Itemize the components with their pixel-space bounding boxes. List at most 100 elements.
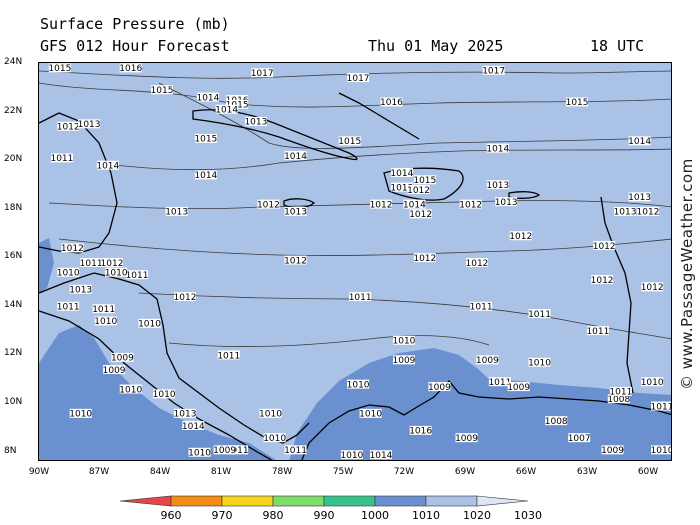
- isobar-label: 1011: [586, 326, 609, 337]
- isobar-label-text: 1012: [407, 186, 430, 196]
- isobar-label-text: 1010: [94, 317, 117, 327]
- isobar-label-text: 1014: [403, 200, 426, 210]
- isobar-label-text: 1017: [482, 67, 505, 77]
- isobar-label-text: 1015: [338, 137, 361, 147]
- lat-label-20n: 20N: [4, 154, 34, 164]
- isobar-label-text: 1012: [466, 259, 489, 269]
- isobar-label-text: 1009: [476, 356, 499, 366]
- lon-label-69w: 69W: [447, 467, 483, 477]
- lon-label-63w: 63W: [569, 467, 605, 477]
- isobar-label: 1013: [244, 117, 267, 128]
- isobar-label-text: 1012: [641, 283, 664, 293]
- isobar-label: 1014: [96, 161, 119, 172]
- lat-label-18n: 18N: [4, 203, 34, 213]
- isobar-label: 1014: [194, 170, 217, 181]
- isobar-label-text: 1010: [651, 446, 672, 456]
- isobar-1010: [169, 336, 489, 347]
- lon-label-81w: 81W: [203, 467, 239, 477]
- isobar-label-text: 1012: [459, 200, 482, 210]
- isobar-label: 1013: [614, 207, 637, 218]
- isobar-label: 1012: [591, 275, 614, 286]
- colorbar-tick-label: 990: [304, 509, 344, 522]
- isobar-label-text: 1012: [174, 293, 197, 303]
- isobar-label-text: 1014: [215, 106, 238, 116]
- isobar-label: 1010: [119, 385, 142, 396]
- isobar-label: 1011: [50, 153, 73, 164]
- isobar-label: 1010: [347, 380, 370, 391]
- isobar-label-text: 1015: [194, 135, 217, 145]
- isobar-label-text: 1009: [428, 383, 451, 393]
- isobar-label: 1012: [509, 231, 532, 242]
- isobar-label-text: 1012: [593, 242, 616, 252]
- isobar-label: 1012: [57, 122, 80, 133]
- isobar-label-text: 1010: [138, 320, 161, 330]
- isobar-label: 1016: [380, 97, 403, 108]
- lat-label-14n: 14N: [4, 300, 34, 310]
- isobar-label: 1009: [601, 445, 624, 456]
- isobar-label-text: 1010: [119, 385, 142, 395]
- isobar-label-text: 1009: [103, 366, 126, 376]
- isobar-label: 1014: [403, 200, 426, 211]
- site-watermark: © www.PassageWeather.com: [678, 158, 696, 390]
- isobar-label-text: 1010: [347, 380, 370, 390]
- isobar-label: 1017: [251, 68, 274, 79]
- lon-label-72w: 72W: [386, 467, 422, 477]
- isobar-label-text: 1011: [92, 305, 115, 315]
- colorbar-segment: [273, 496, 324, 506]
- isobar-label-text: 1013: [628, 193, 651, 203]
- isobar-label-text: 1011: [470, 303, 493, 313]
- forecast-label: GFS 012 Hour Forecast: [40, 38, 230, 55]
- isobar-label-text: 1008: [545, 417, 568, 427]
- isobar-label-text: 1010: [641, 378, 664, 388]
- isobar-label: 1015: [566, 97, 589, 108]
- isobar-label-text: 1013: [486, 181, 509, 191]
- isobar-label: 1017: [347, 73, 370, 84]
- isobar-label-text: 1010: [105, 269, 128, 279]
- isobar-label: 1010: [188, 448, 211, 459]
- isobar-label-text: 1010: [528, 359, 551, 369]
- isobar-label-text: 1009: [507, 383, 530, 393]
- isobar-label-text: 1012: [370, 200, 393, 210]
- isobar-label-text: 1011: [586, 327, 609, 337]
- forecast-time: 18 UTC: [590, 38, 644, 55]
- colorbar-tick-label: 1020: [457, 509, 497, 522]
- isobars: [39, 71, 672, 346]
- isobar-label-text: 1014: [96, 161, 119, 171]
- isobar-label: 1012: [370, 200, 393, 211]
- isobar-label-text: 1013: [244, 118, 267, 128]
- isobar-label: 1010: [105, 268, 128, 279]
- isobar-label: 1010: [69, 409, 92, 420]
- isobar-label-text: 1014: [390, 169, 413, 179]
- isobar-label-text: 1014: [370, 451, 393, 461]
- isobar-label: 1012: [637, 207, 660, 218]
- colorbar-segments: [120, 496, 528, 506]
- isobar-label: 1017: [482, 66, 505, 77]
- coast-lesser-antilles: [601, 197, 633, 393]
- isobar-label-text: 1015: [566, 98, 589, 108]
- isobar-label: 1011: [92, 304, 115, 315]
- isobar-label-text: 1010: [188, 449, 211, 459]
- isobar-label: 1015: [338, 136, 361, 147]
- isobar-label: 1009: [393, 355, 416, 366]
- colorbar-tick-label: 1000: [355, 509, 395, 522]
- lat-label-24n: 24N: [4, 57, 34, 67]
- isobar-label: 1015: [48, 63, 71, 74]
- colorbar-segment: [426, 496, 477, 506]
- isobar-label-text: 1016: [380, 98, 403, 108]
- isobar-label: 1012: [61, 243, 84, 254]
- isobar-label-text: 1016: [119, 64, 142, 74]
- isobar-label-text: 1011: [349, 293, 372, 303]
- isobar-label: 1009: [507, 382, 530, 393]
- isobar-label: 1011: [126, 270, 149, 281]
- isobar-label: 1011: [284, 445, 307, 456]
- isobar-label: 1012: [407, 185, 430, 196]
- isobar-label: 1010: [641, 377, 664, 388]
- isobar-label-text: 1014: [284, 152, 307, 162]
- isobar-label: 1013: [165, 207, 188, 218]
- isobar-label-text: 1013: [69, 286, 92, 296]
- pressure-map[interactable]: 1015 1016 1017 1017 1017 1015 1014 1016 1015 1014…: [38, 62, 672, 461]
- lon-label-84w: 84W: [142, 467, 178, 477]
- isobar-label: 1011: [57, 302, 80, 313]
- isobar-label-text: 1012: [409, 210, 432, 220]
- isobar-label: 1016: [119, 63, 142, 74]
